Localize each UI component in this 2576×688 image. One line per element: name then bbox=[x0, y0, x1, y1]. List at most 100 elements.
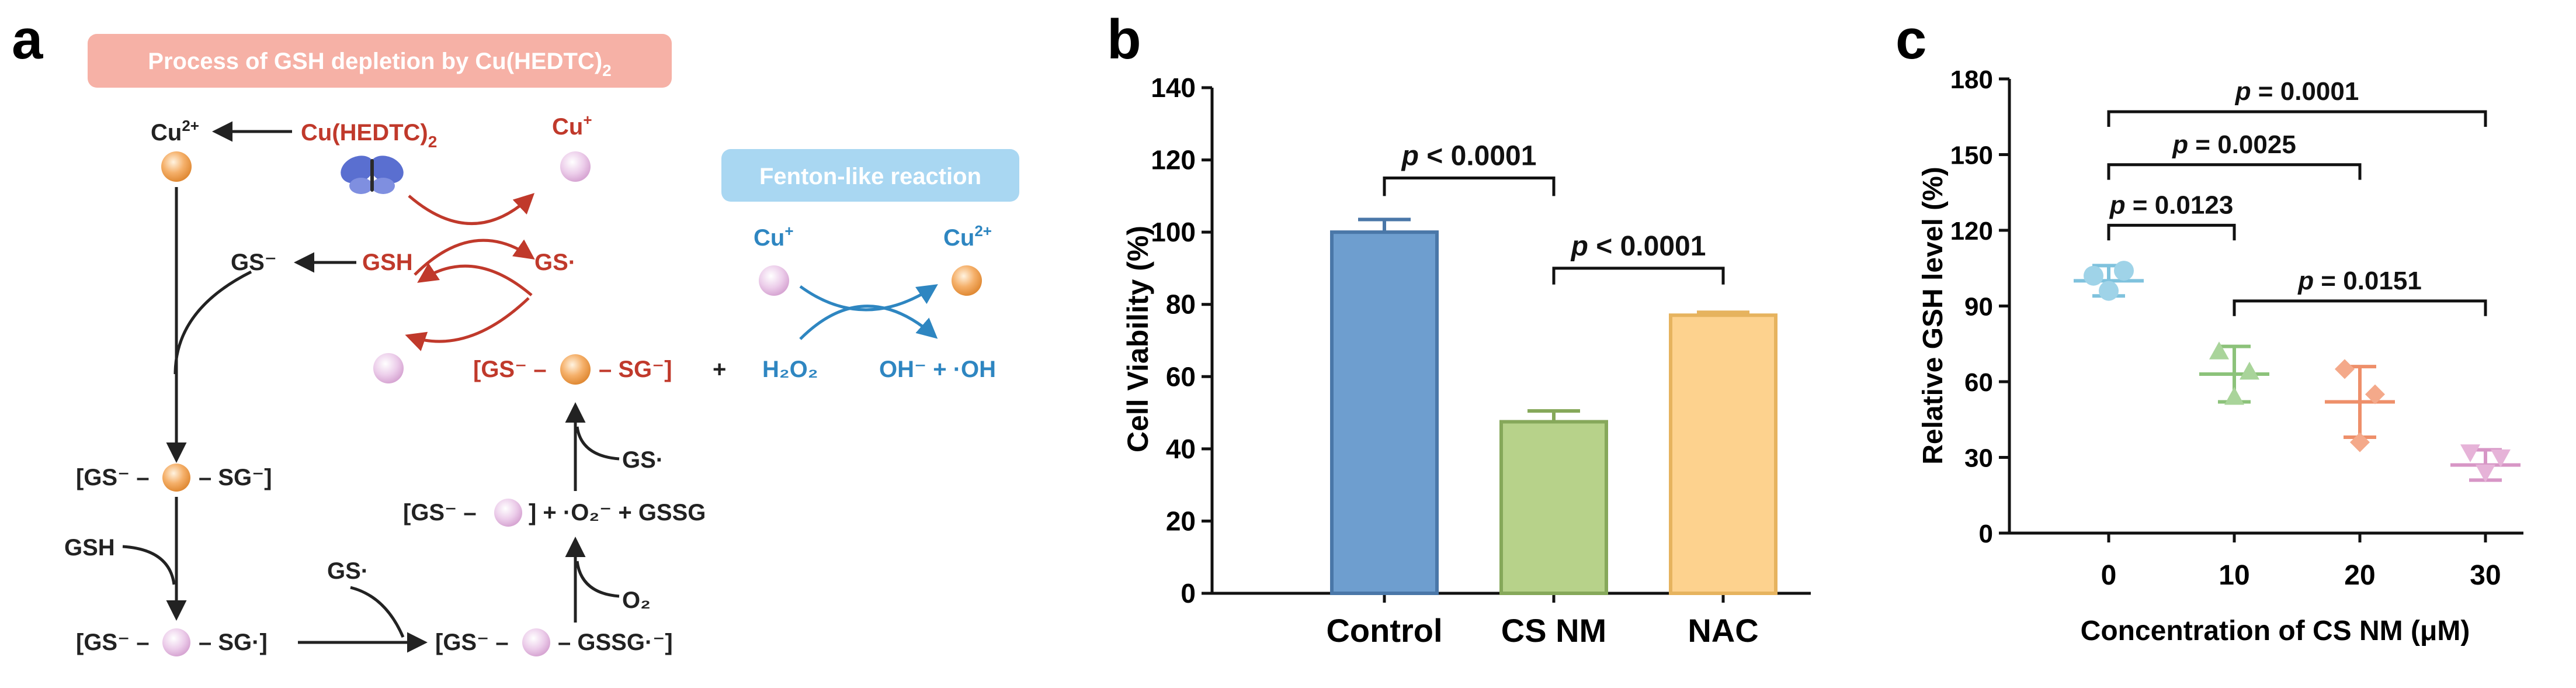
chart-c-significance-label: p = 0.0123 bbox=[2109, 191, 2234, 219]
bottom-complex-left: [GS⁻ – bbox=[435, 630, 509, 655]
chart-b-ytick-label: 120 bbox=[1151, 145, 1196, 175]
cu1-ion-middle bbox=[373, 353, 404, 383]
fenton-cu1-label: Cu+ bbox=[754, 222, 794, 251]
chart-c-xlabel: Concentration of CS NM (μM) bbox=[2081, 616, 2470, 646]
chart-b-ytick-label: 0 bbox=[1181, 578, 1196, 609]
left-complex2-left: [GS⁻ – bbox=[76, 630, 150, 655]
h2o2-label: H₂O₂ bbox=[762, 357, 818, 382]
chart-b-xtick-label: CS NM bbox=[1501, 612, 1606, 649]
arrow-gs-radical-right-merge bbox=[575, 426, 620, 461]
red-arrow-cuhedtc-to-cu1 bbox=[408, 193, 535, 225]
arrow-gsh-merge bbox=[122, 545, 176, 585]
gs-radical-label: GS· bbox=[534, 250, 576, 275]
cu1-ion-left-complex bbox=[162, 628, 190, 656]
panel-letter-b: b bbox=[1107, 8, 1141, 71]
chart-c-ytick-label: 30 bbox=[1964, 444, 1993, 473]
chart-c-xtick-label: 0 bbox=[2101, 560, 2117, 591]
chart-c-ytick-label: 90 bbox=[1964, 293, 1993, 321]
chart-b-ytick-label: 140 bbox=[1151, 72, 1196, 103]
chart-c-ytick-label: 150 bbox=[1950, 141, 1993, 170]
butterfly-icon bbox=[341, 155, 404, 194]
cu2-ion-top bbox=[161, 151, 192, 182]
banner-gsh-depletion bbox=[88, 34, 672, 88]
gsh-label: GSH bbox=[362, 250, 413, 275]
chart-c-point bbox=[2099, 281, 2119, 301]
left-complex1-right: – SG⁻] bbox=[199, 465, 272, 490]
red-arrow-to-cu1-bottom bbox=[405, 297, 530, 351]
chart-b-significance-bracket bbox=[1552, 267, 1725, 285]
fenton-cu2-ion bbox=[952, 265, 982, 296]
red-arrow-gsh-to-gs bbox=[414, 238, 535, 276]
arrow-o2-merge bbox=[575, 561, 620, 598]
chart-b-ytick-label: 60 bbox=[1166, 361, 1196, 392]
banner-gsh-title: Process of GSH depletion by Cu(HEDTC)2 bbox=[148, 49, 611, 79]
chart-c-point bbox=[2365, 384, 2385, 404]
chart-c-xtick-label: 30 bbox=[2470, 560, 2501, 591]
left-complex1-left: [GS⁻ – bbox=[76, 465, 150, 490]
chart-c-ylabel: Relative GSH level (%) bbox=[1918, 167, 1949, 465]
arrow-gs-radical-merge bbox=[350, 586, 405, 638]
chart-c-point bbox=[2240, 361, 2259, 380]
red-arrow-gs-back bbox=[417, 262, 533, 296]
oh-products-label: OH⁻ + ·OH bbox=[879, 357, 996, 382]
chart-c-significance-label: p = 0.0001 bbox=[2235, 77, 2359, 106]
cu2-ion-left-complex bbox=[162, 464, 190, 492]
chart-b-significance-label: p < 0.0001 bbox=[1401, 140, 1537, 171]
chart-c-significance-bracket bbox=[2233, 299, 2487, 316]
gs-minus-label: GS⁻ bbox=[231, 250, 277, 275]
chart-c-ytick-label: 180 bbox=[1950, 65, 1993, 94]
banner-fenton-title: Fenton-like reaction bbox=[759, 164, 981, 189]
chart-c-xtick-label: 10 bbox=[2219, 560, 2249, 591]
chart-c-xtick-label: 20 bbox=[2344, 560, 2375, 591]
chart-c-significance-label: p = 0.0151 bbox=[2297, 267, 2422, 295]
cu2-label-top: Cu2+ bbox=[151, 117, 199, 146]
plus-sign: + bbox=[713, 357, 726, 382]
chart-b-bar bbox=[1669, 313, 1777, 595]
chart-c-significance-bracket bbox=[2107, 163, 2362, 180]
chart-b-bar bbox=[1330, 230, 1439, 595]
chart-c-ytick-label: 0 bbox=[1979, 520, 1993, 548]
chart-b-ytick-label: 100 bbox=[1151, 217, 1196, 247]
panel-letter-c: c bbox=[1895, 8, 1926, 71]
mid-complex-right: ] + ·O₂⁻ + GSSG bbox=[529, 500, 706, 525]
chart-b-ylabel: Cell Viability (%) bbox=[1122, 226, 1154, 452]
chart-c-significance-label: p = 0.0025 bbox=[2172, 130, 2296, 159]
chart-c-significance-bracket bbox=[2107, 223, 2236, 241]
chart-c-point bbox=[2335, 359, 2355, 379]
panel-c: c Relative GSH level (%) Concentration o… bbox=[1895, 8, 2523, 646]
red-complex-left: [GS⁻ – bbox=[473, 357, 547, 382]
cu1-ion-top bbox=[560, 151, 591, 182]
gs-radical-bottom-label: GS· bbox=[327, 558, 369, 584]
chart-b-ytick-label: 80 bbox=[1166, 289, 1196, 320]
chart-b-significance-bracket bbox=[1383, 176, 1556, 196]
red-complex-right: – SG⁻] bbox=[599, 357, 672, 382]
panel-letter-a: a bbox=[12, 8, 43, 71]
panel-b: b Cell Viability (%) 0 20 40 60 80 100 120 140 C… bbox=[1107, 8, 1811, 649]
chart-c-point bbox=[2350, 432, 2370, 452]
chart-c-ytick-label: 120 bbox=[1950, 217, 1993, 246]
cuhedtc-label: Cu(HEDTC)2 bbox=[301, 120, 437, 151]
chart-b-ytick-label: 40 bbox=[1166, 434, 1196, 464]
banner-fenton bbox=[721, 149, 1019, 202]
gsh-side-label: GSH bbox=[64, 535, 115, 561]
arrow-gs-minus-merge bbox=[173, 270, 252, 375]
chart-b-significance-label: p < 0.0001 bbox=[1570, 231, 1706, 262]
bottom-complex-right: – GSSG·⁻] bbox=[558, 630, 673, 655]
blue-arrow-cu-oxidation bbox=[799, 284, 938, 312]
cu2-ion-complex bbox=[560, 354, 591, 385]
chart-c-point bbox=[2476, 464, 2495, 483]
cu1-ion-mid-complex bbox=[494, 499, 522, 527]
chart-b-xtick-label: NAC bbox=[1688, 612, 1758, 649]
chart-c-point bbox=[2491, 449, 2511, 468]
blue-arrow-h2o2 bbox=[799, 305, 938, 340]
chart-c-plot: 0 30 60 90 120 150 180 0 10 20 30 p = 0.0001 p = 0.0… bbox=[1950, 65, 2523, 591]
fenton-cu1-ion bbox=[759, 265, 789, 296]
left-complex2-right: – SG·] bbox=[199, 630, 268, 655]
chart-c-point bbox=[2224, 386, 2244, 405]
chart-c-point bbox=[2460, 444, 2480, 462]
chart-b-xtick-label: Control bbox=[1326, 612, 1442, 649]
chart-c-ytick-label: 60 bbox=[1964, 368, 1993, 397]
chart-b-bar bbox=[1499, 420, 1608, 596]
cu1-label-top: Cu+ bbox=[552, 111, 592, 140]
